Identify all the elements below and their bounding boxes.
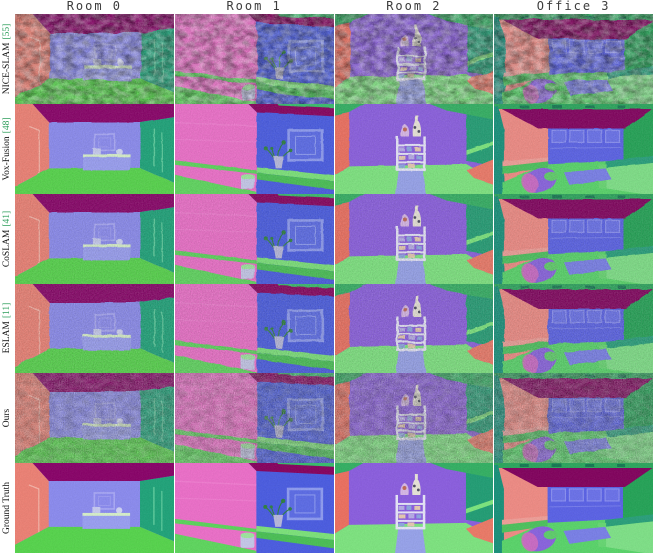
- cell-room1-eslam: [174, 283, 334, 374]
- column-header-office3: Office 3: [536, 0, 611, 13]
- normal-map-render-room1-coslam: [174, 193, 334, 284]
- normal-map-render-office3-eslam: [494, 283, 653, 374]
- cell-room0-ground-truth: [15, 463, 174, 553]
- cell-room0-ours: [15, 373, 174, 464]
- normal-map-render-room0-coslam: [15, 193, 174, 284]
- normal-map-render-office3-ground-truth: [494, 463, 653, 553]
- cell-room2-nice-slam: [334, 14, 494, 104]
- normal-map-render-room2-nice-slam: [334, 14, 494, 104]
- cell-room1-ground-truth: [174, 463, 334, 553]
- normal-map-render-room0-nice-slam: [15, 14, 174, 104]
- cell-room2-ours: [334, 373, 494, 464]
- citation-reference: [55]: [2, 23, 12, 40]
- cell-room2-vox-fusion: [334, 103, 494, 194]
- citation-reference: [11]: [2, 303, 12, 319]
- column-header-room1: Room 1: [226, 0, 282, 13]
- normal-map-render-room2-eslam: [334, 283, 494, 374]
- citation-reference: [48]: [2, 117, 12, 134]
- normal-map-render-room1-eslam: [174, 283, 334, 374]
- cell-office3-vox-fusion: [494, 103, 653, 194]
- normal-map-render-office3-nice-slam: [494, 14, 653, 104]
- cell-room1-coslam: [174, 193, 334, 284]
- cell-room1-nice-slam: [174, 14, 334, 104]
- method-name: Ground Truth: [2, 482, 12, 535]
- cell-office3-ground-truth: [494, 463, 653, 553]
- cell-room2-eslam: [334, 283, 494, 374]
- row-label-ours: Ours: [0, 373, 14, 464]
- column-header-room0: Room 0: [66, 0, 123, 13]
- method-name: CoSLAM: [2, 229, 12, 267]
- cell-room1-ours: [174, 373, 334, 464]
- normal-map-render-room0-vox-fusion: [15, 103, 174, 194]
- cell-room2-ground-truth: [334, 463, 494, 553]
- column-headers: Room 0 Room 1 Room 2 Office 3: [15, 0, 653, 14]
- row-label-nice-slam: NICE-SLAM [55]: [0, 14, 14, 104]
- citation-reference: [41]: [2, 210, 12, 227]
- cell-room0-vox-fusion: [15, 103, 174, 194]
- cell-office3-nice-slam: [494, 14, 653, 104]
- normal-map-render-room1-nice-slam: [174, 14, 334, 104]
- normal-map-render-room1-ground-truth: [174, 463, 334, 553]
- column-header-room2: Room 2: [386, 0, 442, 13]
- method-name: Ours: [2, 408, 12, 428]
- normal-map-render-room2-coslam: [334, 193, 494, 284]
- normal-map-render-room1-vox-fusion: [174, 103, 334, 194]
- cell-room0-coslam: [15, 193, 174, 284]
- row-label-coslam: CoSLAM [41]: [0, 193, 14, 284]
- cell-room0-nice-slam: [15, 14, 174, 104]
- normal-map-render-room0-ground-truth: [15, 463, 174, 553]
- normal-map-render-room0-eslam: [15, 283, 174, 374]
- comparison-grid: NICE-SLAM [55] Vox-Fusion [48] CoSLAM [41] ESL…: [0, 14, 653, 553]
- method-name: NICE-SLAM: [2, 42, 12, 95]
- cell-office3-coslam: [494, 193, 653, 284]
- cell-room0-eslam: [15, 283, 174, 374]
- method-name: ESLAM: [2, 321, 12, 354]
- normal-map-render-room1-ours: [174, 373, 334, 464]
- normal-map-render-room2-ground-truth: [334, 463, 494, 553]
- normal-map-render-office3-ours: [494, 373, 653, 464]
- row-label-vox-fusion: Vox-Fusion [48]: [0, 103, 14, 194]
- row-label-ground-truth: Ground Truth: [0, 463, 14, 553]
- normal-map-render-office3-vox-fusion: [494, 103, 653, 194]
- normal-map-render-room2-ours: [334, 373, 494, 464]
- normal-map-render-room2-vox-fusion: [334, 103, 494, 194]
- normal-map-render-room0-ours: [15, 373, 174, 464]
- cell-room1-vox-fusion: [174, 103, 334, 194]
- cell-office3-ours: [494, 373, 653, 464]
- cell-office3-eslam: [494, 283, 653, 374]
- method-name: Vox-Fusion: [2, 136, 12, 181]
- cell-room2-coslam: [334, 193, 494, 284]
- row-label-eslam: ESLAM [11]: [0, 283, 14, 374]
- normal-map-render-office3-coslam: [494, 193, 653, 284]
